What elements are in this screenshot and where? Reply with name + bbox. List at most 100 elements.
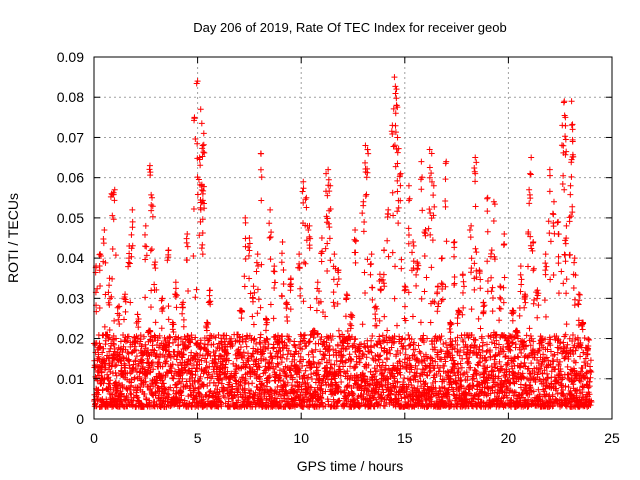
data-point-trail	[127, 299, 134, 306]
data-point-baseline	[457, 347, 464, 354]
data-point-baseline	[471, 342, 478, 349]
data-point-baseline	[586, 391, 593, 398]
data-point-trail	[303, 237, 310, 244]
data-point-baseline	[408, 364, 415, 371]
data-point-trail	[185, 287, 192, 294]
data-point-baseline	[328, 337, 335, 344]
data-point-trail	[245, 252, 252, 259]
data-point-baseline	[583, 370, 590, 377]
data-point-baseline	[301, 335, 308, 342]
data-point-baseline	[347, 363, 354, 370]
data-point-trail	[489, 308, 496, 315]
data-point-baseline	[562, 383, 569, 390]
data-point-baseline	[244, 333, 251, 340]
data-point-trail	[122, 308, 129, 315]
x-tick-label: 25	[604, 430, 620, 446]
data-point-baseline	[573, 392, 580, 399]
data-point-baseline	[269, 355, 276, 362]
data-point-trail	[334, 281, 341, 288]
data-point-baseline	[483, 368, 490, 375]
data-point-baseline	[572, 335, 579, 342]
data-point-trail	[125, 259, 132, 266]
data-point-baseline	[257, 396, 264, 403]
data-point-trail	[183, 235, 190, 242]
data-point-trail	[158, 325, 165, 332]
data-point-baseline	[338, 378, 345, 385]
data-point-baseline	[398, 335, 405, 342]
data-point-baseline	[250, 337, 257, 344]
data-point-trail	[391, 295, 398, 302]
data-point-baseline	[306, 338, 313, 345]
x-tick-label: 5	[194, 430, 202, 446]
data-point-trail	[568, 122, 575, 129]
data-point-baseline	[346, 351, 353, 358]
data-point-baseline	[267, 386, 274, 393]
data-point-trail	[527, 195, 534, 202]
data-point	[569, 126, 576, 133]
data-point-baseline	[241, 352, 248, 359]
data-point-baseline	[200, 396, 207, 403]
data-point-trail	[426, 206, 433, 213]
data-point-baseline	[530, 388, 537, 395]
data-point-trail	[381, 313, 388, 320]
data-point-trail	[105, 299, 112, 306]
data-point-trail	[190, 253, 197, 260]
data-point-baseline	[299, 363, 306, 370]
data-point-baseline	[148, 351, 155, 358]
data-point-baseline	[436, 385, 443, 392]
data-point	[430, 182, 437, 189]
data-point-baseline	[565, 356, 572, 363]
data-point-trail	[496, 317, 503, 324]
data-point-baseline	[301, 398, 308, 405]
y-axis-label: ROTI / TECUs	[5, 193, 21, 283]
data-point-baseline	[136, 369, 143, 376]
data-point-baseline	[446, 397, 453, 404]
data-point-trail	[426, 174, 433, 181]
data-point	[331, 251, 338, 258]
data-point-trail	[454, 314, 461, 321]
data-point-trail	[324, 267, 331, 274]
data-point-trail	[268, 229, 275, 236]
data-point-baseline	[550, 358, 557, 365]
data-point-baseline	[275, 361, 282, 368]
data-point-baseline	[178, 392, 185, 399]
data-point-trail	[559, 181, 566, 188]
data-point-trail	[518, 276, 525, 283]
data-point-baseline	[472, 337, 479, 344]
data-point-trail	[514, 328, 521, 335]
data-point-trail	[576, 291, 583, 298]
data-point-baseline	[317, 386, 324, 393]
data-point-trail	[562, 122, 569, 129]
data-point-baseline	[257, 340, 264, 347]
data-point-trail	[221, 338, 228, 345]
data-point-trail	[184, 243, 191, 250]
data-point-trail	[255, 263, 262, 270]
data-point	[488, 247, 495, 254]
data-point-trail	[121, 316, 128, 323]
data-point-baseline	[510, 358, 517, 365]
data-point-trail	[96, 251, 103, 258]
data-point-trail	[401, 287, 408, 294]
data-point-baseline	[204, 382, 211, 389]
data-point-trail	[562, 136, 569, 143]
data-point-trail	[160, 304, 167, 311]
data-point-baseline	[411, 351, 418, 358]
data-point-trail	[137, 358, 144, 365]
data-point	[118, 371, 125, 378]
data-point-baseline	[348, 356, 355, 363]
data-point-baseline	[444, 353, 451, 360]
data-point-trail	[547, 238, 554, 245]
data-point-trail	[305, 226, 312, 233]
data-point-baseline	[503, 386, 510, 393]
data-point-trail	[489, 284, 496, 291]
data-point-trail	[335, 275, 342, 282]
data-point	[368, 251, 375, 258]
data-point	[122, 291, 129, 298]
data-point-baseline	[194, 365, 201, 372]
data-point-baseline	[451, 345, 458, 352]
data-point-trail	[254, 286, 261, 293]
data-point-baseline	[285, 333, 292, 340]
data-point-trail	[555, 253, 562, 260]
data-point-baseline	[333, 371, 340, 378]
